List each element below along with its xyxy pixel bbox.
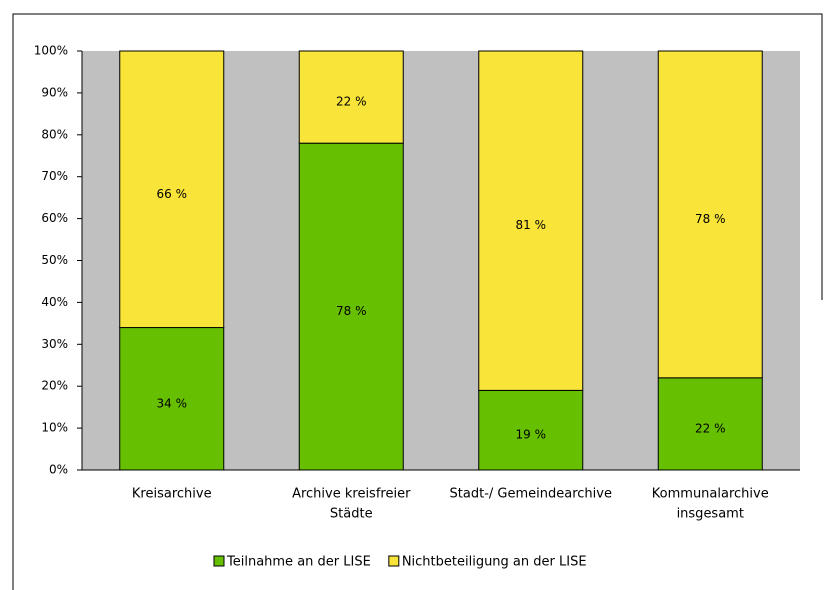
y-tick-label: 80% <box>41 127 68 141</box>
legend-label: Nichtbeteiligung an der LISE <box>402 555 587 570</box>
x-tick-label: Stadt-/ Gemeindearchive <box>450 487 612 502</box>
legend-label: Teilnahme an der LISE <box>226 555 371 570</box>
y-tick-label: 70% <box>41 169 68 183</box>
y-tick-label: 40% <box>41 295 68 309</box>
bar-segment <box>298 142 404 471</box>
data-label: 22 % <box>695 421 726 435</box>
y-tick-label: 10% <box>41 421 68 435</box>
data-label: 19 % <box>516 428 547 442</box>
x-tick-label: insgesamt <box>677 507 744 522</box>
y-tick-label: 0% <box>49 463 68 477</box>
x-tick-label: Kommunalarchive <box>652 487 769 502</box>
bar-segment <box>657 50 763 379</box>
data-label: 22 % <box>336 95 367 109</box>
y-tick-label: 50% <box>41 253 68 267</box>
legend-swatch <box>213 555 225 567</box>
y-tick-label: 20% <box>41 379 68 393</box>
data-label: 66 % <box>157 187 188 201</box>
data-label: 81 % <box>516 218 547 232</box>
x-tick-label: Städte <box>330 507 373 522</box>
y-tick-label: 30% <box>41 337 68 351</box>
data-label: 78 % <box>695 212 726 226</box>
bar-segment <box>478 389 584 471</box>
bar-segment <box>119 327 225 471</box>
legend-swatch <box>388 555 400 567</box>
y-tick-label: 60% <box>41 211 68 225</box>
x-tick-label: Kreisarchive <box>132 487 212 502</box>
x-tick-label: Archive kreisfreier <box>292 487 411 502</box>
data-label: 78 % <box>336 304 367 318</box>
bar-segment <box>478 50 584 391</box>
y-tick-label: 100% <box>34 44 68 58</box>
y-tick-label: 90% <box>41 85 68 99</box>
bar-segment <box>119 50 225 329</box>
data-label: 34 % <box>157 396 188 410</box>
bar-segment <box>298 50 404 144</box>
frame <box>12 13 823 590</box>
